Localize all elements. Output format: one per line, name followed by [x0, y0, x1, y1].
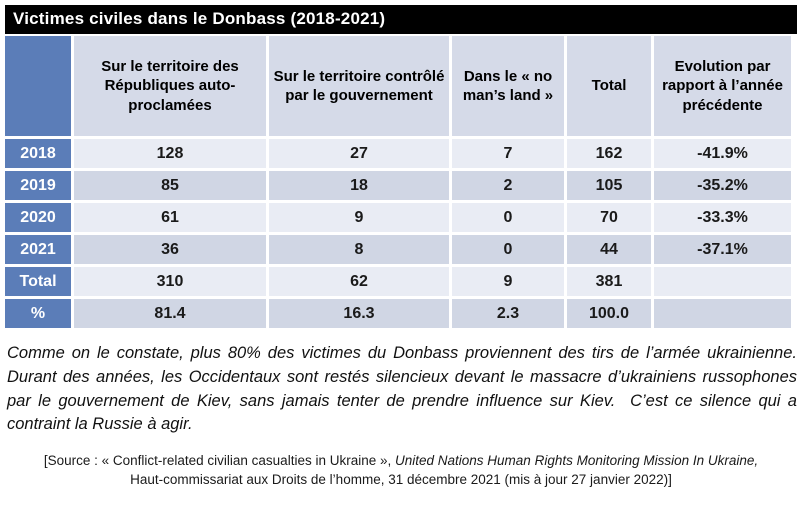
- cell-2019-nomansland: 2: [452, 171, 564, 200]
- header-row: Sur le territoire des Républiques auto-p…: [5, 36, 791, 136]
- cell-percent-total: 100.0: [567, 299, 651, 328]
- table-row-2018: 2018 128 27 7 162 -41.9%: [5, 139, 791, 168]
- cell-2018-government: 27: [269, 139, 449, 168]
- source-prefix: [Source : « Conflict-related civilian ca…: [43, 453, 395, 468]
- cell-2021-nomansland: 0: [452, 235, 564, 264]
- table-row-percent: % 81.4 16.3 2.3 100.0: [5, 299, 791, 328]
- corner-cell: [5, 36, 71, 136]
- row-header-percent: %: [5, 299, 71, 328]
- cell-2018-nomansland: 7: [452, 139, 564, 168]
- cell-2018-republics: 128: [74, 139, 266, 168]
- col-header-evolution: Evolution par rapport à l’année précéden…: [654, 36, 791, 136]
- cell-total-evolution: [654, 267, 791, 296]
- cell-2018-evolution: -41.9%: [654, 139, 791, 168]
- cell-2020-nomansland: 0: [452, 203, 564, 232]
- cell-total-republics: 310: [74, 267, 266, 296]
- cell-2019-republics: 85: [74, 171, 266, 200]
- table-row-2019: 2019 85 18 2 105 -35.2%: [5, 171, 791, 200]
- cell-2018-total: 162: [567, 139, 651, 168]
- page-title: Victimes civiles dans le Donbass (2018-2…: [5, 5, 797, 34]
- cell-2020-republics: 61: [74, 203, 266, 232]
- cell-total-total: 381: [567, 267, 651, 296]
- row-header-2019: 2019: [5, 171, 71, 200]
- row-header-2018: 2018: [5, 139, 71, 168]
- table-row-total: Total 310 62 9 381: [5, 267, 791, 296]
- cell-percent-nomansland: 2.3: [452, 299, 564, 328]
- cell-2019-government: 18: [269, 171, 449, 200]
- cell-total-nomansland: 9: [452, 267, 564, 296]
- cell-percent-government: 16.3: [269, 299, 449, 328]
- cell-2019-evolution: -35.2%: [654, 171, 791, 200]
- cell-2021-government: 8: [269, 235, 449, 264]
- cell-2020-evolution: -33.3%: [654, 203, 791, 232]
- cell-total-government: 62: [269, 267, 449, 296]
- source-citation: [Source : « Conflict-related civilian ca…: [5, 452, 797, 490]
- cell-2020-total: 70: [567, 203, 651, 232]
- cell-2021-total: 44: [567, 235, 651, 264]
- table-row-2020: 2020 61 9 0 70 -33.3%: [5, 203, 791, 232]
- source-suffix: Haut-commissariat aux Droits de l’homme,…: [130, 471, 672, 487]
- cell-2019-total: 105: [567, 171, 651, 200]
- table-row-2021: 2021 36 8 0 44 -37.1%: [5, 235, 791, 264]
- row-header-2021: 2021: [5, 235, 71, 264]
- row-header-2020: 2020: [5, 203, 71, 232]
- cell-2021-evolution: -37.1%: [654, 235, 791, 264]
- commentary-paragraph: Comme on le constate, plus 80% des victi…: [7, 344, 797, 434]
- cell-percent-republics: 81.4: [74, 299, 266, 328]
- col-header-total: Total: [567, 36, 651, 136]
- row-header-total: Total: [5, 267, 71, 296]
- cell-2021-republics: 36: [74, 235, 266, 264]
- cell-percent-evolution: [654, 299, 791, 328]
- cell-2020-government: 9: [269, 203, 449, 232]
- casualties-table: Sur le territoire des Républiques auto-p…: [2, 33, 794, 331]
- col-header-government-territory: Sur le territoire contrôlé par le gouver…: [269, 36, 449, 136]
- col-header-republics-territory: Sur le territoire des Républiques auto-p…: [74, 36, 266, 136]
- col-header-no-mans-land: Dans le « no man’s land »: [452, 36, 564, 136]
- source-italic-org: United Nations Human Rights Monitoring M…: [395, 453, 759, 468]
